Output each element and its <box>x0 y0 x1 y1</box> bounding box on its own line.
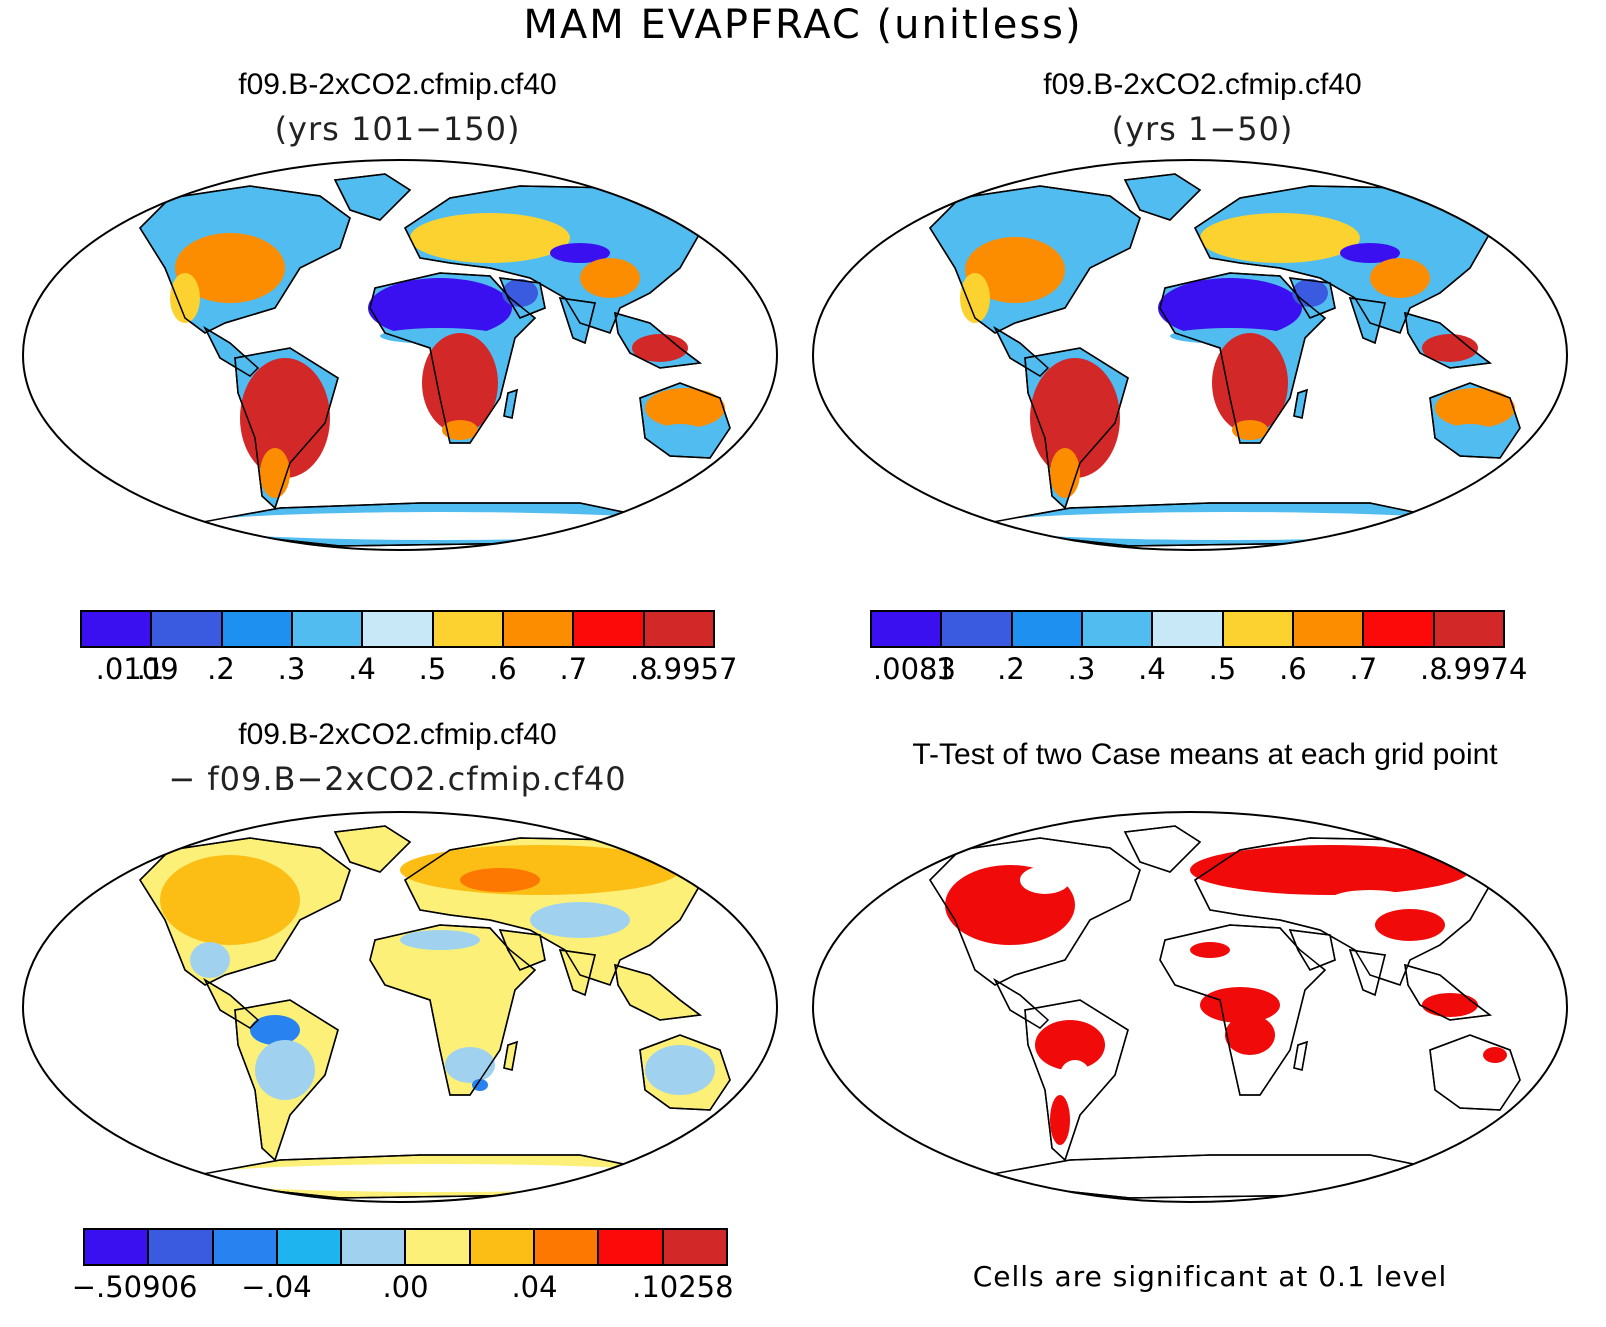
colorbar-label: .6 <box>1279 652 1307 686</box>
panel4-significance-note: Cells are significant at 0.1 level <box>972 1260 1448 1293</box>
colorbar-swatch <box>535 1230 600 1264</box>
colorbar-label: .3 <box>1067 652 1096 686</box>
colorbar-swatch <box>872 612 943 646</box>
colorbar-label: −.04 <box>241 1270 312 1304</box>
colorbar-label: .3 <box>277 652 306 686</box>
colorbar-label: .1 <box>136 652 165 686</box>
panel3-subtitle: − f09.B−2xCO2.cfmip.cf40 <box>168 760 627 798</box>
colorbar-label: .4 <box>348 652 376 686</box>
colorbar-swatch <box>149 1230 214 1264</box>
colorbar-label: .8 <box>630 652 658 686</box>
colorbar-swatch <box>599 1230 664 1264</box>
colorbar-swatch <box>470 1230 536 1264</box>
panel2-title: f09.B-2xCO2.cfmip.cf40 <box>1043 68 1362 101</box>
colorbar-label: .9957 <box>654 652 738 686</box>
colorbar-swatch <box>574 612 645 646</box>
colorbar-label: .00 <box>382 1270 429 1304</box>
colorbar-swatch <box>644 612 713 646</box>
colorbar-label: .1 <box>926 652 955 686</box>
colorbar-swatch <box>1153 612 1224 646</box>
colorbar-label: .5 <box>1208 652 1237 686</box>
colorbar-label: .9974 <box>1444 652 1528 686</box>
colorbar-swatch <box>85 1230 150 1264</box>
colorbar-swatch <box>433 612 504 646</box>
colorbar-label: .7 <box>559 652 588 686</box>
panel1-colorbar <box>80 610 715 648</box>
colorbar-swatch <box>663 1230 726 1264</box>
colorbar-swatch <box>1293 612 1365 646</box>
colorbar-swatch <box>292 612 364 646</box>
colorbar-label: .2 <box>207 652 235 686</box>
panel2-map <box>812 159 1568 551</box>
colorbar-label: −.50906 <box>71 1270 198 1304</box>
panel1-colorbar-labels: .0109 .1 .2 .3 .4 .5 .6 .7 .8 .9957 <box>80 652 738 686</box>
panel3-title: f09.B-2xCO2.cfmip.cf40 <box>238 718 557 751</box>
colorbar-label: .5 <box>418 652 447 686</box>
colorbar-swatch <box>1012 612 1083 646</box>
colorbar-label: .0083 <box>872 652 956 686</box>
panel4-map <box>812 811 1568 1203</box>
panel1-map <box>22 159 778 551</box>
colorbar-swatch <box>363 612 434 646</box>
colorbar-swatch <box>406 1230 471 1264</box>
main-title: MAM EVAPFRAC (unitless) <box>523 2 1083 48</box>
panel2-colorbar-labels: .0083 .1 .2 .3 .4 .5 .6 .7 .8 .9974 <box>870 652 1528 686</box>
colorbar-label: .04 <box>511 1270 558 1304</box>
colorbar-swatch <box>1223 612 1294 646</box>
colorbar-swatch <box>1082 612 1154 646</box>
colorbar-swatch <box>342 1230 407 1264</box>
panel2-colorbar <box>870 610 1505 648</box>
colorbar-label: .2 <box>997 652 1025 686</box>
colorbar-swatch <box>1364 612 1435 646</box>
panel1-subtitle: (yrs 101−150) <box>274 110 521 148</box>
panel4-title: T-Test of two Case means at each grid po… <box>912 738 1498 771</box>
colorbar-label: .0109 <box>95 652 179 686</box>
panel3-colorbar <box>83 1228 728 1266</box>
colorbar-label: .6 <box>489 652 517 686</box>
panel1-title: f09.B-2xCO2.cfmip.cf40 <box>238 68 557 101</box>
colorbar-swatch <box>1434 612 1503 646</box>
colorbar-label: .4 <box>1138 652 1166 686</box>
colorbar-label: .7 <box>1349 652 1378 686</box>
colorbar-swatch <box>942 612 1013 646</box>
colorbar-swatch <box>213 1230 278 1264</box>
panel3-map <box>22 811 778 1203</box>
colorbar-swatch <box>222 612 293 646</box>
panel3-colorbar-labels: −.50906 −.04 .00 .04 .10258 <box>72 1270 734 1304</box>
colorbar-swatch <box>152 612 223 646</box>
colorbar-label: .10258 <box>632 1270 734 1304</box>
colorbar-swatch <box>503 612 575 646</box>
colorbar-swatch <box>82 612 153 646</box>
colorbar-label: .8 <box>1420 652 1448 686</box>
colorbar-swatch <box>277 1230 343 1264</box>
panel2-subtitle: (yrs 1−50) <box>1111 110 1294 148</box>
